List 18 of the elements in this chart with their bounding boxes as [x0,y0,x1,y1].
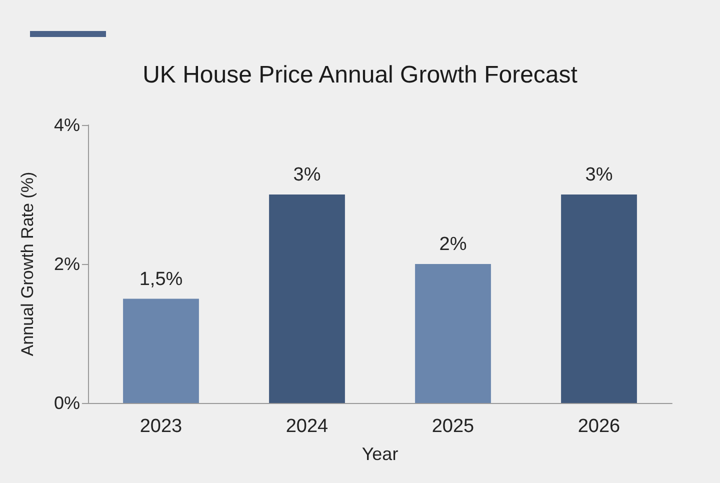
x-tick-label: 2026 [578,416,620,437]
bar [269,194,345,403]
chart-title: UK House Price Annual Growth Forecast [142,62,578,88]
data-label: 1,5% [139,268,183,290]
data-label: 3% [293,164,321,186]
bar [123,298,199,403]
x-axis-title: Year [362,444,398,464]
data-label: 3% [585,164,613,186]
y-tick-label: 4% [54,115,80,135]
bar [415,264,491,403]
x-tick-label: 2025 [432,416,474,437]
y-axis-title: Annual Growth Rate (%) [18,172,37,356]
y-tick-label: 0% [54,393,80,413]
data-label: 2% [439,234,467,255]
bar [561,194,637,403]
x-tick-label: 2024 [286,416,329,437]
y-tick-label: 2% [54,254,80,274]
x-tick-label: 2023 [140,416,182,437]
